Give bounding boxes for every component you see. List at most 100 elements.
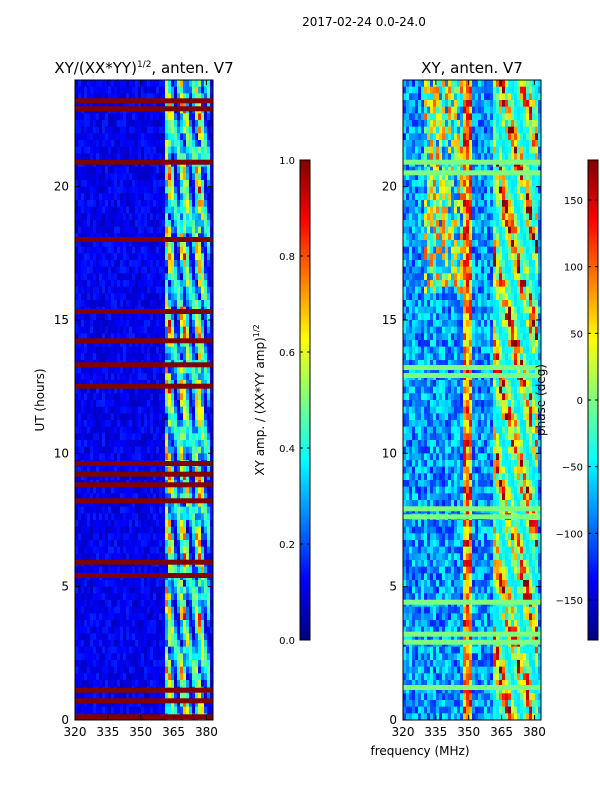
heatmap-cell	[144, 200, 147, 207]
heatmap-cell	[442, 147, 445, 154]
heatmap-cell	[168, 507, 171, 514]
heatmap-cell	[84, 427, 87, 434]
heatmap-cell	[84, 413, 87, 420]
heatmap-cell	[117, 213, 120, 220]
heatmap-cell	[150, 193, 153, 200]
heatmap-cell	[505, 113, 508, 120]
heatmap-cell	[162, 533, 165, 540]
heatmap-cell	[207, 353, 210, 360]
heatmap-cell	[81, 440, 84, 447]
heatmap-cell	[177, 147, 180, 154]
heatmap-cell	[165, 653, 168, 660]
heatmap-cell	[469, 147, 472, 154]
heatmap-cell	[93, 587, 96, 594]
heatmap-cell	[117, 300, 120, 307]
heatmap-cell	[457, 147, 460, 154]
heatmap-cell	[201, 173, 204, 180]
heatmap-cell	[165, 220, 168, 227]
heatmap-cell	[81, 193, 84, 200]
heatmap-cell	[204, 293, 207, 300]
heatmap-cell	[174, 680, 177, 687]
heatmap-cell	[126, 433, 129, 440]
heatmap-cell	[117, 440, 120, 447]
heatmap-cell	[108, 120, 111, 127]
heatmap-cell	[207, 293, 210, 300]
heatmap-cell	[183, 453, 186, 460]
heatmap-cell	[439, 100, 442, 107]
heatmap-cell	[192, 87, 195, 94]
heatmap-cell	[93, 80, 96, 87]
heatmap-cell	[87, 327, 90, 334]
heatmap-cell	[135, 133, 138, 140]
heatmap-cell	[499, 120, 502, 127]
heatmap-cell	[204, 680, 207, 687]
heatmap-cell	[168, 353, 171, 360]
heatmap-cell	[96, 453, 99, 460]
heatmap-cell	[204, 260, 207, 267]
heatmap-cell	[132, 200, 135, 207]
heatmap-cell	[204, 653, 207, 660]
heatmap-cell	[481, 147, 484, 154]
y-axis-label: UT (hours)	[33, 368, 47, 431]
heatmap-cell	[108, 133, 111, 140]
heatmap-cell	[174, 513, 177, 520]
heatmap-cell	[105, 273, 108, 280]
heatmap-cell	[204, 620, 207, 627]
heatmap-cell	[457, 93, 460, 100]
heatmap-cell	[478, 113, 481, 120]
heatmap-cell	[111, 320, 114, 327]
heatmap-cell	[186, 353, 189, 360]
heatmap-cell	[159, 427, 162, 434]
heatmap-cell	[129, 487, 132, 494]
heatmap-cell	[192, 507, 195, 514]
heatmap-cell	[168, 293, 171, 300]
heatmap-cell	[150, 320, 153, 327]
heatmap-cell	[204, 320, 207, 327]
heatmap-cell	[156, 280, 159, 287]
heatmap-cell	[99, 607, 102, 614]
heatmap-cell	[123, 153, 126, 160]
heatmap-cell	[168, 80, 171, 87]
heatmap-cell	[427, 113, 430, 120]
heatmap-cell	[123, 613, 126, 620]
heatmap-cell	[162, 580, 165, 587]
heatmap-cell	[448, 120, 451, 127]
heatmap-cell	[201, 507, 204, 514]
heatmap-cell	[114, 620, 117, 627]
heatmap-cell	[418, 147, 421, 154]
heatmap-cell	[201, 553, 204, 560]
heatmap-cell	[201, 313, 204, 320]
heatmap-cell	[448, 113, 451, 120]
heatmap-cell	[135, 213, 138, 220]
heatmap-cell	[168, 707, 171, 714]
heatmap-cell	[195, 367, 198, 374]
heatmap-cell	[183, 420, 186, 427]
heatmap-cell	[186, 180, 189, 187]
heatmap-cell	[201, 520, 204, 527]
heatmap-cell	[102, 580, 105, 587]
heatmap-cell	[102, 553, 105, 560]
heatmap-cell	[135, 220, 138, 227]
heatmap-cell	[111, 707, 114, 714]
heatmap-cell	[129, 127, 132, 134]
heatmap-cell	[159, 587, 162, 594]
heatmap-cell	[180, 267, 183, 274]
heatmap-cell	[120, 227, 123, 234]
heatmap-cell	[442, 87, 445, 94]
heatmap-cell	[150, 407, 153, 414]
heatmap-cell	[108, 660, 111, 667]
heatmap-cell	[117, 120, 120, 127]
heatmap-cell	[144, 320, 147, 327]
heatmap-cell	[168, 593, 171, 600]
heatmap-cell	[153, 227, 156, 234]
heatmap-cell	[150, 653, 153, 660]
heatmap-cell	[192, 633, 195, 640]
heatmap-cell	[198, 167, 201, 174]
heatmap-cell	[84, 320, 87, 327]
heatmap-cell	[445, 120, 448, 127]
heatmap-cell	[93, 647, 96, 654]
heatmap-cell	[141, 667, 144, 674]
heatmap-cell	[138, 487, 141, 494]
heatmap-cell	[177, 287, 180, 294]
heatmap-cell	[183, 587, 186, 594]
